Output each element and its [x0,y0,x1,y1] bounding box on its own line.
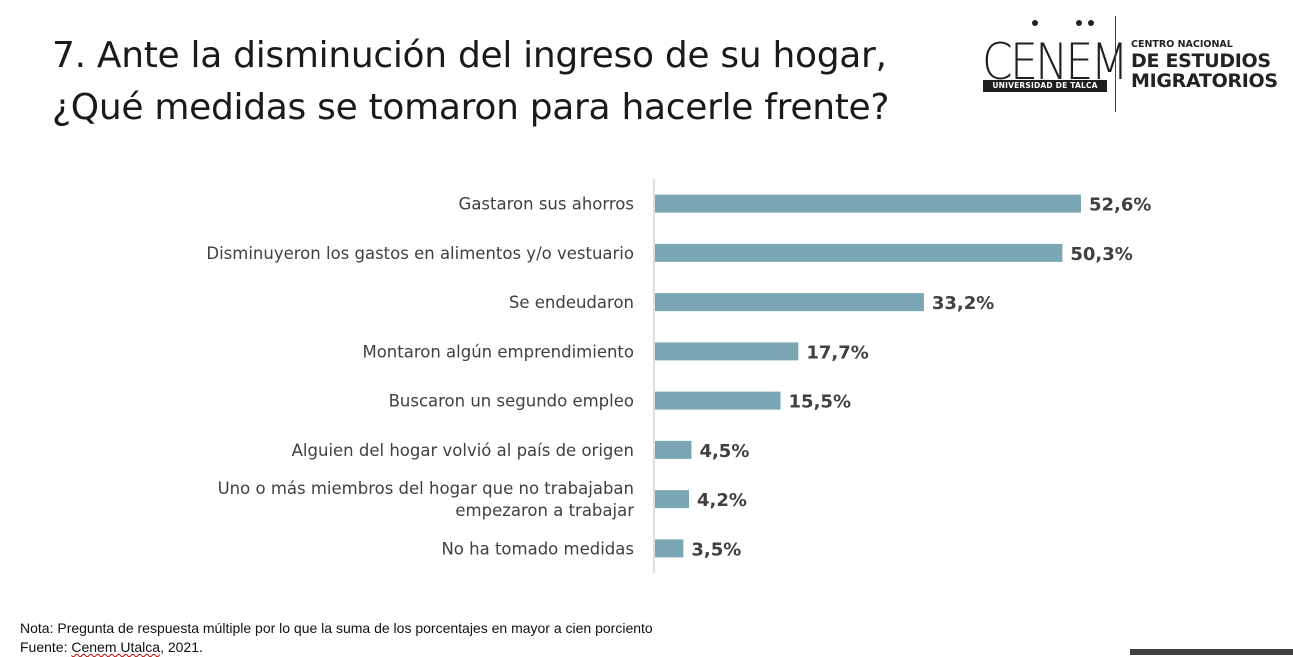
category-label: Gastaron sus ahorros [459,195,634,214]
category-label: Alguien del hogar volvió al país de orig… [292,441,634,460]
category-label: Montaron algún emprendimiento [362,342,634,361]
bar [655,243,1063,262]
bar [655,440,692,459]
data-label: 52,6% [1089,195,1151,216]
logo-divider [1115,16,1116,112]
logo-dot [1076,20,1082,26]
category-label: No ha tomado medidas [441,539,634,558]
title-line-2: ¿Qué medidas se tomaron para hacerle fre… [52,87,890,128]
data-label: 15,5% [789,392,851,413]
data-label: 17,7% [806,342,868,363]
data-label: 4,5% [699,441,749,462]
logo-mark-subtitle: UNIVERSIDAD DE TALCA [983,80,1107,92]
source-suffix: , 2021. [160,639,203,655]
data-label: 33,2% [932,293,994,314]
logo-text-line-3: MIGRATORIOS [1131,70,1278,92]
bottom-accent-bar [1130,649,1293,655]
bar-chart: 52,6% Gastaron sus ahorros 50,3% Disminuyer… [206,179,1151,573]
logo-dot [1088,20,1094,26]
category-label: Uno o más miembros del hogar que no trab… [218,479,634,498]
bar [655,391,781,410]
category-label: empezaron a trabajar [455,501,634,520]
source-prefix: Fuente: [20,639,72,655]
footer-note: Nota: Pregunta de respuesta múltiple por… [20,620,653,636]
data-label: 3,5% [691,539,741,560]
category-label: Buscaron un segundo empleo [389,392,634,411]
title-line-1: 7. Ante la disminución del ingreso de su… [52,35,887,76]
data-label: 4,2% [697,490,747,511]
bar [655,293,924,312]
bar [655,539,684,558]
logo-text-line-2: DE ESTUDIOS [1131,50,1271,72]
footer-source: Fuente: Cenem Utalca, 2021. [20,638,653,657]
category-label: Disminuyeron los gastos en alimentos y/o… [206,244,634,263]
cenem-logo: CENEM UNIVERSIDAD DE TALCA CENTRO NACION… [980,16,1285,112]
page-title: 7. Ante la disminución del ingreso de su… [52,30,952,134]
source-link[interactable]: Cenem Utalca [71,639,161,655]
logo-text-line-1: CENTRO NACIONAL [1131,39,1233,50]
category-label: Se endeudaron [509,293,634,312]
bar [655,194,1081,213]
data-label: 50,3% [1070,244,1132,265]
bar [655,342,799,361]
footer-notes: Nota: Pregunta de respuesta múltiple por… [20,619,653,657]
bar [655,490,690,509]
logo-dot [1032,20,1038,26]
